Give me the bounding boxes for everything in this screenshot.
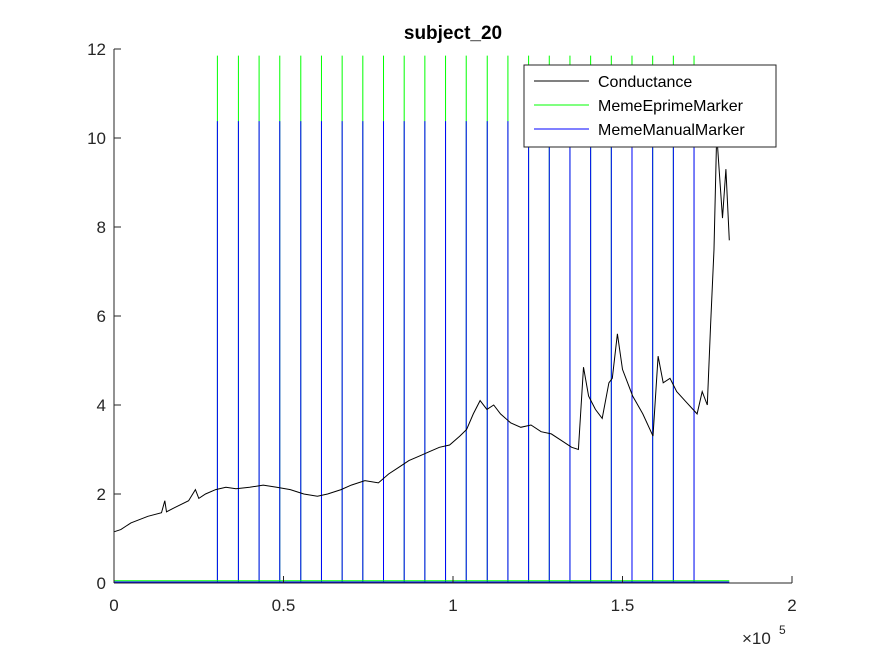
x-axis-exponent: ×10 5 <box>742 623 786 648</box>
y-tick-label: 0 <box>97 574 106 593</box>
y-tick-label: 10 <box>87 129 106 148</box>
marker-baseline-layer <box>114 580 730 583</box>
x-exponent-base: ×10 <box>742 629 771 648</box>
conductance-line <box>113 133 730 533</box>
legend-label-2: MemeEprimeMarker <box>598 98 744 115</box>
x-tick-label: 1 <box>448 596 457 615</box>
x-tick-label: 1.5 <box>611 596 635 615</box>
x-tick-label: 0.5 <box>272 596 296 615</box>
y-tick-label: 8 <box>97 218 106 237</box>
y-tick-label: 2 <box>97 485 106 504</box>
x-exponent-power: 5 <box>779 623 786 637</box>
legend-label-3: MemeManualMarker <box>598 122 745 139</box>
x-tick-label: 0 <box>109 596 118 615</box>
chart-title: subject_20 <box>404 23 502 44</box>
legend-box <box>523 64 777 148</box>
x-tick-label: 2 <box>787 596 796 615</box>
axes: 0 0.5 1 1.5 2 0 2 4 6 8 10 12 <box>87 40 797 615</box>
y-tick-label: 12 <box>87 40 106 59</box>
legend-label-1: Conductance <box>598 74 692 91</box>
y-tick-label: 6 <box>97 307 106 326</box>
manual-marker-layer <box>216 121 695 583</box>
legend: Conductance MemeEprimeMarker MemeManualMar… <box>523 64 777 148</box>
y-tick-label: 4 <box>97 396 106 415</box>
